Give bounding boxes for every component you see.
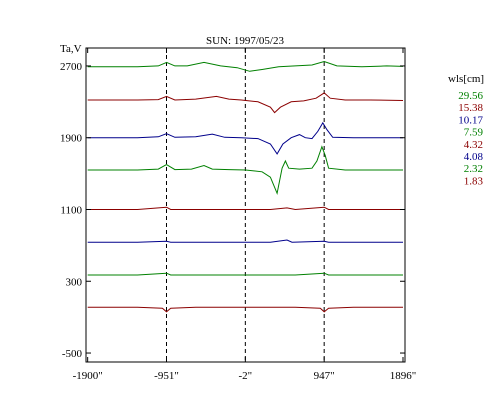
legend-entry-6: 2.32 (464, 163, 483, 175)
series-line-1 (87, 92, 404, 114)
y-tick-label-1: 1900 (60, 133, 83, 145)
legend-entry-4: 4.32 (464, 139, 483, 151)
y-tick-label-2: 1100 (60, 204, 82, 216)
x-tick-label-3: 947" (314, 370, 335, 382)
legend-entry-2: 10.17 (458, 114, 483, 126)
y-tick-label-4: -500 (62, 348, 83, 360)
y-tick-label-3: 300 (66, 276, 83, 288)
legend-entry-5: 4.08 (464, 151, 484, 163)
legend-entry-3: 7.59 (464, 127, 484, 139)
series-line-3 (87, 145, 403, 196)
x-tick-label-2: -2" (239, 370, 253, 382)
series-line-4 (87, 206, 403, 211)
x-tick-label-1: -951" (154, 370, 179, 382)
x-tick-label-0: -1900" (73, 370, 103, 382)
legend-entry-0: 29.56 (458, 90, 483, 102)
series-line-2 (87, 121, 403, 155)
series-line-6 (87, 272, 403, 276)
y-axis-label: Ta,V (60, 43, 82, 55)
chart-title: SUN: 1997/05/23 (206, 35, 284, 47)
x-tick-label-4: 1896" (390, 370, 417, 382)
y-tick-label-0: 2700 (60, 61, 83, 73)
legend-title: wls[cm] (448, 73, 484, 85)
legend-entry-7: 1.83 (464, 175, 484, 187)
series-line-7 (87, 306, 403, 313)
series-line-5 (87, 239, 403, 243)
legend-entry-1: 15.38 (458, 102, 483, 114)
series-line-0 (87, 60, 404, 72)
